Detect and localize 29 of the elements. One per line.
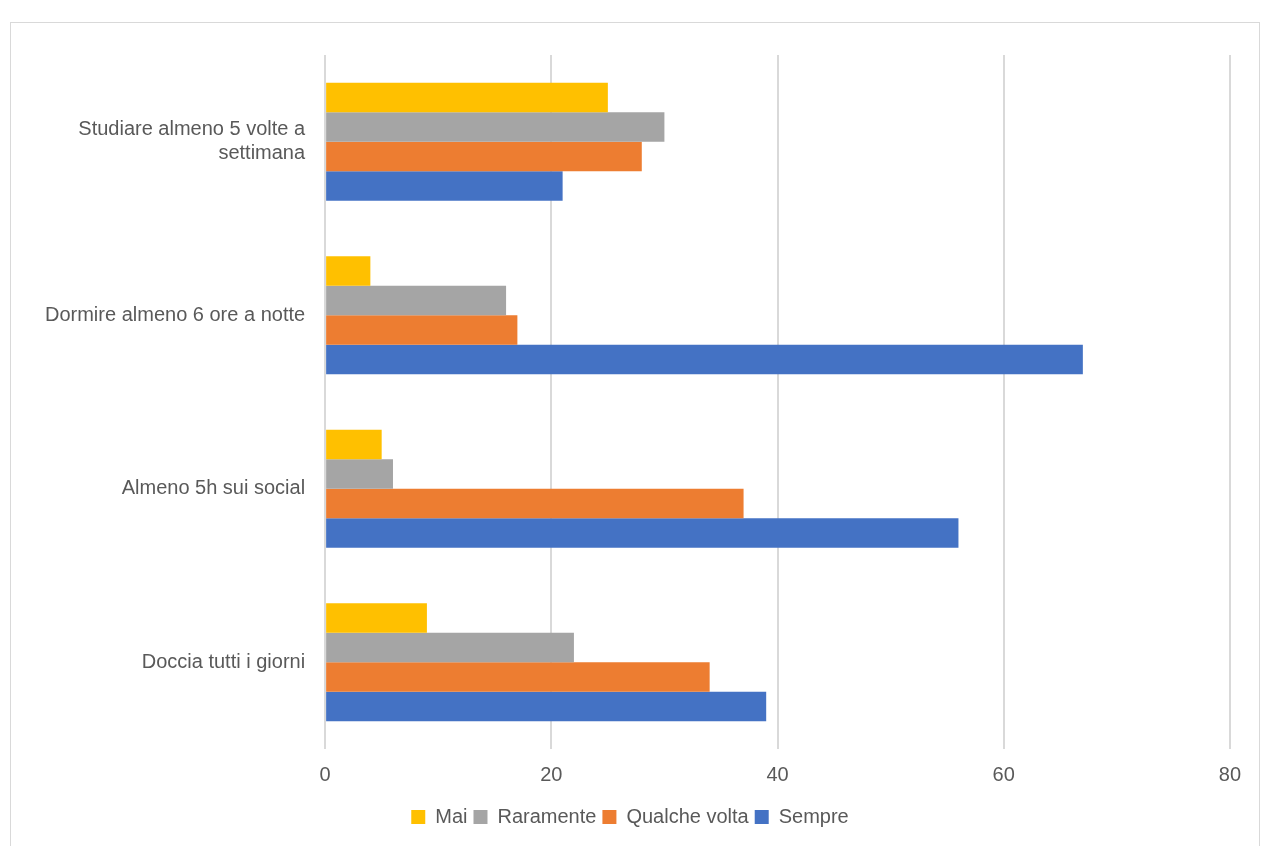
y-tick-label: Almeno 5h sui social (121, 476, 306, 499)
bar (326, 82, 608, 113)
x-tick-label: 20 (540, 762, 563, 785)
bar (326, 344, 1083, 375)
bar (326, 603, 427, 633)
bar (326, 459, 393, 489)
bar (326, 691, 767, 722)
bar (326, 632, 574, 663)
bar (326, 315, 518, 345)
legend-label: Qualche volta (626, 804, 750, 827)
x-tick-label: 80 (1218, 762, 1241, 785)
bar (326, 256, 371, 286)
x-tick-label: 60 (992, 762, 1015, 785)
bar (326, 518, 959, 548)
legend-label: Raramente (497, 804, 597, 827)
bar (326, 171, 563, 201)
legend-label: Mai (435, 804, 468, 827)
bar (326, 488, 744, 519)
bar (326, 112, 665, 142)
y-tick-label: Studiare almeno 5 volte a settimana (78, 117, 306, 164)
x-tick-label: 40 (766, 762, 789, 785)
bar (326, 141, 642, 172)
x-tick-label: 0 (319, 762, 331, 785)
bar (326, 285, 507, 316)
y-tick-label: Dormire almeno 6 ore a notte (44, 302, 306, 325)
y-tick-label: Doccia tutti i giorni (141, 649, 306, 672)
legend-label: Sempre (778, 804, 849, 827)
bar (326, 429, 382, 460)
bar (326, 662, 710, 692)
